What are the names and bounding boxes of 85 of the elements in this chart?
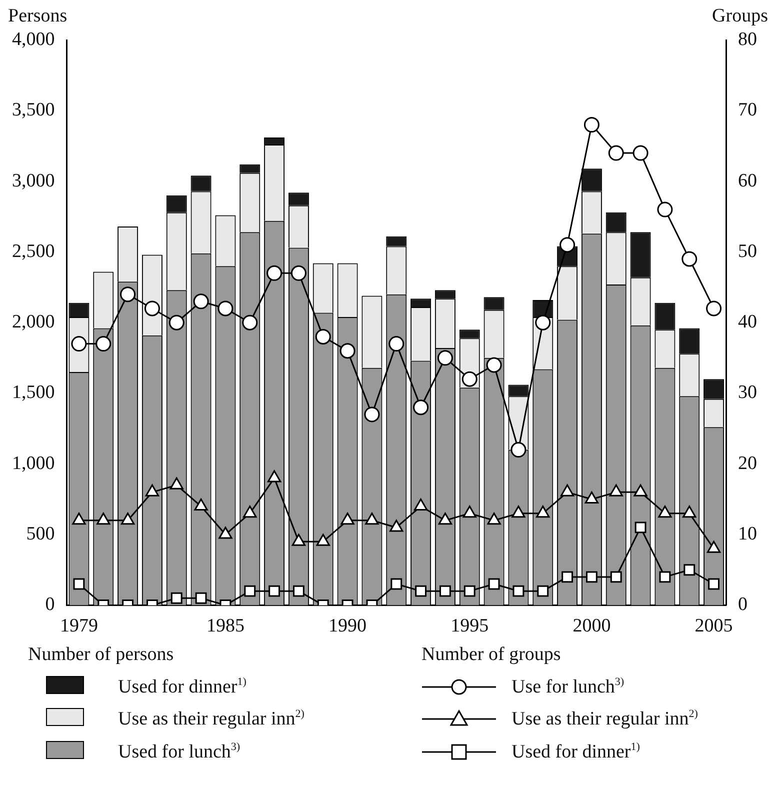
point	[315, 328, 331, 344]
point	[657, 202, 673, 218]
y2-tick-label: 10	[738, 524, 757, 545]
point	[512, 506, 526, 518]
y-tick-label: 3,500	[12, 100, 55, 121]
point	[536, 506, 550, 518]
point	[120, 286, 136, 302]
point	[413, 400, 429, 416]
point	[487, 512, 501, 525]
point	[486, 357, 502, 373]
point	[194, 498, 208, 511]
point	[438, 512, 452, 525]
legend-label: Used for lunch$^{3)}$	[118, 740, 240, 763]
x-tick-label: 1995	[450, 616, 489, 637]
text: Number of persons	[28, 644, 175, 666]
point	[608, 145, 624, 161]
point	[510, 442, 526, 458]
point	[242, 314, 258, 330]
point	[632, 145, 648, 161]
point	[560, 484, 574, 496]
point	[682, 251, 698, 267]
point	[290, 265, 306, 281]
point	[462, 506, 476, 518]
legend-label: Use as their regular inn$^{2)}$	[118, 708, 304, 731]
point	[340, 343, 356, 359]
point	[218, 300, 234, 316]
point	[243, 506, 257, 518]
y2-tick-label: 20	[738, 452, 757, 474]
legend-label: Used for dinner$^{1)}$	[118, 676, 246, 698]
y-tick-label: 4,000	[12, 28, 55, 50]
x-tick-label: 2000	[572, 616, 611, 637]
point	[390, 520, 404, 532]
point	[170, 477, 184, 490]
point	[96, 512, 110, 525]
point	[414, 498, 428, 511]
x-tick-label: 1979	[60, 616, 98, 637]
point	[388, 336, 404, 352]
point	[609, 484, 623, 496]
point	[168, 314, 184, 330]
y2-tick-label: 80	[738, 28, 757, 50]
text: Number of groups	[422, 644, 562, 666]
y-tick-label: 0	[45, 594, 55, 616]
point	[266, 265, 282, 281]
legend-label: Used for dinner$^{1)}$	[512, 740, 640, 763]
point	[96, 336, 112, 352]
point	[267, 470, 282, 482]
point	[462, 371, 478, 387]
y-axis-title: Persons	[8, 5, 68, 26]
y-tick-label: 1,500	[12, 382, 55, 404]
point	[340, 512, 354, 525]
point	[437, 350, 453, 366]
point	[560, 237, 576, 253]
point	[584, 491, 599, 504]
x-tick-label: 1990	[328, 616, 367, 637]
point	[72, 512, 86, 525]
y2-tick-label: 50	[738, 240, 757, 262]
y2-axis-title: Groups	[712, 5, 768, 26]
point	[144, 300, 160, 316]
x-tick-label: 2005	[694, 616, 733, 637]
point	[682, 506, 696, 518]
point	[145, 484, 160, 496]
legend-label: Use for lunch$^{3)}$	[512, 676, 624, 698]
legend-label: Use as their regular inn$^{2)}$	[512, 708, 698, 731]
point	[292, 534, 306, 546]
y2-tick-label: 60	[738, 170, 757, 192]
y-tick-label: 500	[26, 524, 55, 545]
y-tick-label: 1,000	[12, 452, 55, 474]
x-tick-label: 1985	[206, 616, 244, 637]
point	[634, 484, 648, 496]
y2-tick-label: 0	[738, 594, 748, 616]
point	[120, 512, 135, 525]
point	[316, 534, 330, 546]
point	[364, 406, 380, 422]
y-tick-label: 3,000	[12, 170, 55, 192]
y-tick-label: 2,500	[12, 240, 55, 262]
y2-tick-label: 70	[738, 100, 757, 121]
point	[218, 526, 232, 539]
point	[658, 506, 672, 518]
y2-tick-label: 30	[738, 382, 757, 404]
point	[535, 314, 551, 330]
point	[193, 294, 209, 310]
y2-tick-label: 40	[738, 312, 757, 333]
point	[365, 512, 379, 525]
point	[706, 540, 721, 553]
y-tick-label: 2,000	[12, 312, 55, 333]
